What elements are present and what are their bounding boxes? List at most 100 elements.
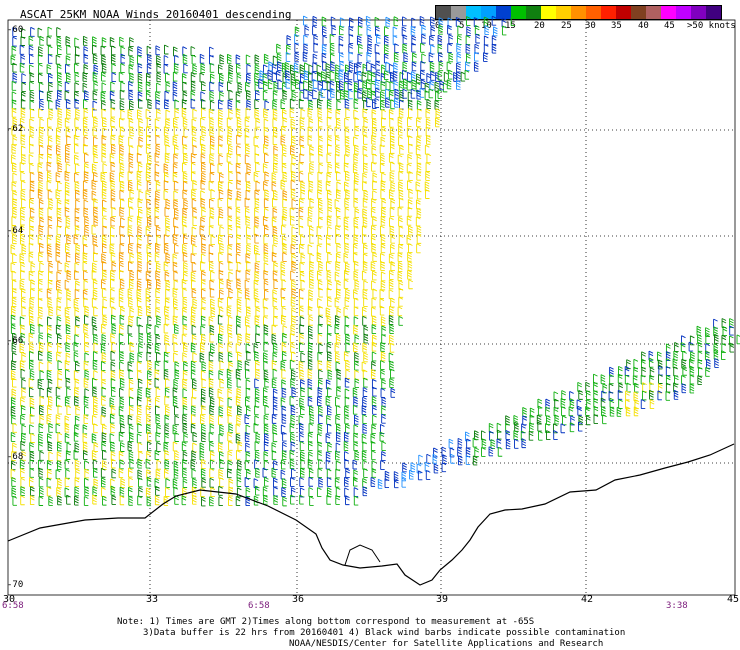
wind-barb: [245, 451, 251, 462]
wind-barb: [46, 161, 52, 172]
wind-barb: [371, 324, 377, 335]
wind-barb: [281, 405, 287, 416]
wind-barb: [39, 387, 45, 398]
legend-label-35: 35: [611, 21, 622, 31]
wind-barb: [389, 225, 395, 236]
wind-barb: [172, 253, 178, 264]
wind-barb: [272, 162, 278, 173]
wind-barb: [102, 449, 107, 460]
wind-barb: [55, 99, 61, 110]
wind-barb: [237, 82, 243, 93]
wind-barb: [38, 423, 44, 434]
wind-barb: [299, 145, 305, 156]
wind-barb: [272, 244, 278, 255]
wind-barb: [282, 208, 288, 219]
wind-barb: [38, 361, 44, 372]
wind-barb: [219, 458, 224, 469]
wind-barb: [344, 242, 350, 253]
wind-barb: [380, 91, 385, 101]
wind-barb: [155, 45, 161, 56]
wind-barb: [182, 135, 187, 146]
legend-label-40: 40: [638, 21, 649, 31]
wind-barb: [210, 487, 216, 498]
wind-barb: [398, 136, 403, 146]
wind-barb: [665, 351, 671, 361]
wind-barb: [358, 16, 363, 27]
wind-barb: [593, 390, 598, 401]
wind-barb: [118, 468, 124, 479]
wind-barb: [200, 253, 206, 264]
wind-barb: [145, 288, 151, 298]
wind-barb: [554, 414, 560, 425]
wind-barb: [392, 26, 398, 37]
wind-barb: [345, 64, 350, 75]
wind-barb: [199, 53, 205, 64]
wind-barb: [217, 117, 223, 128]
wind-barb: [335, 442, 341, 453]
wind-barb: [334, 477, 340, 488]
wind-barb: [191, 54, 197, 65]
wind-barb: [370, 261, 376, 272]
wind-barb: [74, 424, 79, 435]
wind-barb: [92, 36, 97, 47]
wind-barb: [65, 144, 70, 155]
wind-barb: [308, 117, 314, 128]
wind-barb: [398, 280, 404, 290]
wind-barb: [271, 217, 277, 227]
wind-barb: [47, 117, 52, 128]
wind-barb: [245, 181, 251, 192]
wind-barb: [29, 467, 35, 478]
wind-barb: [181, 107, 187, 118]
wind-barb: [673, 389, 679, 400]
wind-barb: [110, 350, 116, 361]
wind-barb: [235, 423, 241, 434]
wind-barb: [129, 307, 135, 318]
wind-barb: [291, 126, 296, 137]
wind-barb: [228, 171, 233, 181]
wind-barb: [513, 414, 519, 425]
wind-barb: [514, 421, 519, 432]
wind-barb: [254, 415, 260, 426]
wind-barb: [21, 450, 27, 461]
wind-barb: [28, 45, 34, 56]
wind-barb: [119, 495, 125, 506]
wind-barb: [208, 387, 214, 398]
wind-barb: [21, 198, 26, 208]
wind-barb: [428, 52, 434, 63]
wind-barb: [93, 478, 99, 489]
wind-barb: [263, 80, 268, 91]
wind-barb: [380, 154, 385, 165]
wind-barb: [119, 397, 125, 408]
wind-barb: [57, 261, 63, 272]
wind-barb: [438, 52, 443, 62]
wind-barb: [56, 280, 61, 291]
wind-barb: [363, 325, 369, 336]
wind-barb: [263, 451, 269, 461]
wind-barb: [11, 45, 17, 56]
wind-barb: [308, 487, 314, 497]
wind-barb: [327, 143, 332, 154]
wind-barb: [291, 387, 297, 397]
wind-barb: [84, 477, 89, 488]
wind-barb: [165, 478, 171, 489]
wind-barb: [272, 197, 277, 208]
wind-barb: [199, 225, 205, 236]
wind-barb: [11, 125, 17, 136]
wind-barb: [481, 430, 486, 441]
wind-barb: [398, 107, 404, 118]
wind-barb: [82, 261, 88, 272]
wind-barb: [402, 69, 407, 80]
wind-barb: [145, 458, 151, 469]
wind-barb: [244, 431, 250, 442]
wind-barb: [46, 35, 52, 46]
wind-barb: [411, 61, 417, 72]
wind-barb: [307, 107, 313, 118]
wind-barb: [280, 360, 286, 371]
wind-barb: [146, 323, 151, 334]
wind-barb: [312, 78, 318, 89]
wind-barb: [136, 180, 142, 191]
wind-barb: [119, 361, 124, 372]
wind-barb: [415, 145, 421, 156]
wind-barb: [92, 251, 98, 262]
